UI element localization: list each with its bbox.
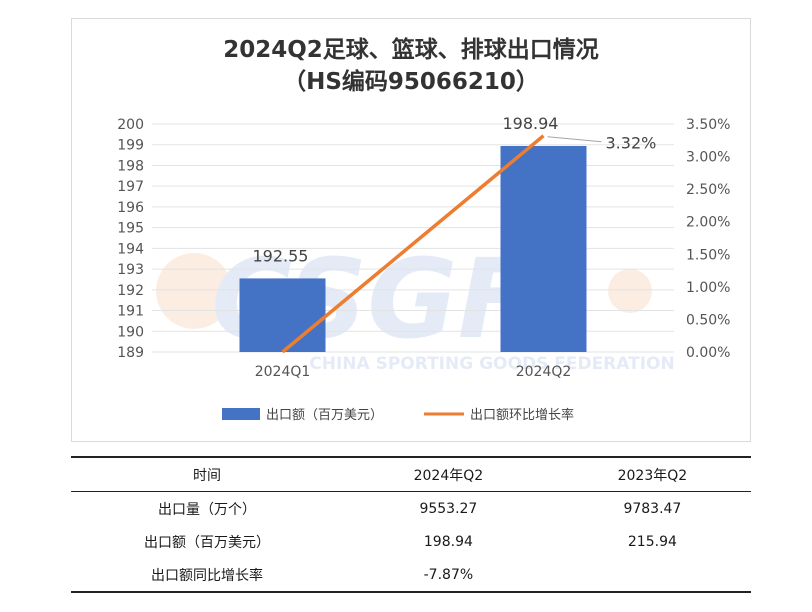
watermark-text: CHINA SPORTING GOODS FEDERATION	[309, 354, 674, 374]
bar-data-label: 198.94	[503, 114, 559, 133]
right-tick-label: 2.50%	[686, 182, 730, 198]
table-cell: 出口额（百万美元）	[144, 534, 270, 551]
left-tick-label: 195	[117, 221, 144, 237]
left-axis-ticks: 189 190 191 192 193 194 195 196 197 198 199 200	[117, 117, 144, 361]
left-tick-label: 192	[117, 283, 144, 299]
left-tick-label: 198	[117, 158, 144, 174]
table-cell: -7.87%	[423, 566, 474, 583]
right-tick-label: 0.00%	[686, 345, 730, 361]
data-labels-layer: 192.55 198.94 3.32%	[253, 114, 657, 265]
table-header-row: 时间 2024年Q2 2023年Q2	[71, 457, 751, 492]
table-header-2023q2: 2023年Q2	[617, 467, 688, 484]
right-tick-label: 1.00%	[686, 280, 730, 296]
bar	[239, 278, 326, 352]
left-tick-label: 193	[117, 262, 144, 278]
right-tick-label: 3.50%	[686, 117, 730, 133]
chart-svg: CSGF CHINA SPORTING GOODS FEDERATION 202…	[117, 36, 730, 423]
category-label: 2024Q1	[255, 364, 311, 380]
table-header-2024q2: 2024年Q2	[413, 467, 484, 484]
legend-bar-swatch	[222, 408, 260, 420]
watermark: CSGF CHINA SPORTING GOODS FEDERATION	[156, 235, 675, 374]
left-tick-label: 199	[117, 138, 144, 154]
right-axis-ticks: 0.00% 0.50% 1.00% 1.50% 2.00% 2.50% 3.00% 3.50%	[686, 117, 730, 361]
legend-bar-label: 出口额（百万美元）	[266, 408, 383, 423]
right-tick-label: 2.00%	[686, 215, 730, 231]
bars-layer	[239, 145, 587, 352]
table-cell: 出口量（万个）	[158, 501, 256, 518]
left-tick-label: 194	[117, 241, 144, 257]
right-tick-label: 1.50%	[686, 247, 730, 263]
category-label: 2024Q2	[516, 364, 572, 380]
table-cell: 198.94	[423, 533, 473, 550]
right-tick-label: 3.00%	[686, 150, 730, 166]
left-tick-label: 196	[117, 200, 144, 216]
table-cell: 出口额同比增长率	[151, 567, 263, 584]
left-tick-label: 190	[117, 324, 144, 340]
table-cell	[554, 558, 751, 592]
left-tick-label: 197	[117, 179, 144, 195]
table-cell: 9783.47	[623, 500, 682, 517]
line-series	[281, 134, 545, 354]
watermark-dot	[608, 269, 652, 313]
grid-layer	[152, 123, 674, 353]
right-tick-label: 0.50%	[686, 312, 730, 328]
line-layer	[281, 134, 545, 354]
left-tick-label: 191	[117, 304, 144, 320]
table-cell: 9553.27	[419, 500, 478, 517]
line-data-label: 3.32%	[606, 134, 657, 153]
left-tick-label: 189	[117, 345, 144, 361]
data-table: 时间 2024年Q2 2023年Q2 出口量（万个） 9553.27 9783.…	[71, 456, 751, 593]
chart-panel: CSGF CHINA SPORTING GOODS FEDERATION 202…	[71, 18, 751, 442]
table-header-time: 时间	[193, 467, 221, 484]
table-row: 出口量（万个） 9553.27 9783.47	[71, 492, 751, 526]
left-tick-label: 200	[117, 117, 144, 133]
category-labels-layer: 2024Q1 2024Q2	[255, 364, 572, 380]
bar-data-label: 192.55	[253, 246, 309, 265]
chart-title-line-1: 2024Q2足球、篮球、排球出口情况	[223, 36, 599, 63]
legend-line-label: 出口额环比增长率	[470, 407, 574, 423]
bar	[500, 145, 587, 352]
line-label-leader	[547, 136, 602, 143]
table-cell: 215.94	[627, 533, 677, 550]
table-row: 出口额（百万美元） 198.94 215.94	[71, 525, 751, 558]
chart-title-line-2: （HS编码95066210）	[283, 68, 539, 95]
legend: 出口额（百万美元） 出口额环比增长率	[222, 407, 574, 423]
table-row: 出口额同比增长率 -7.87%	[71, 558, 751, 592]
watermark-ball	[156, 253, 232, 329]
